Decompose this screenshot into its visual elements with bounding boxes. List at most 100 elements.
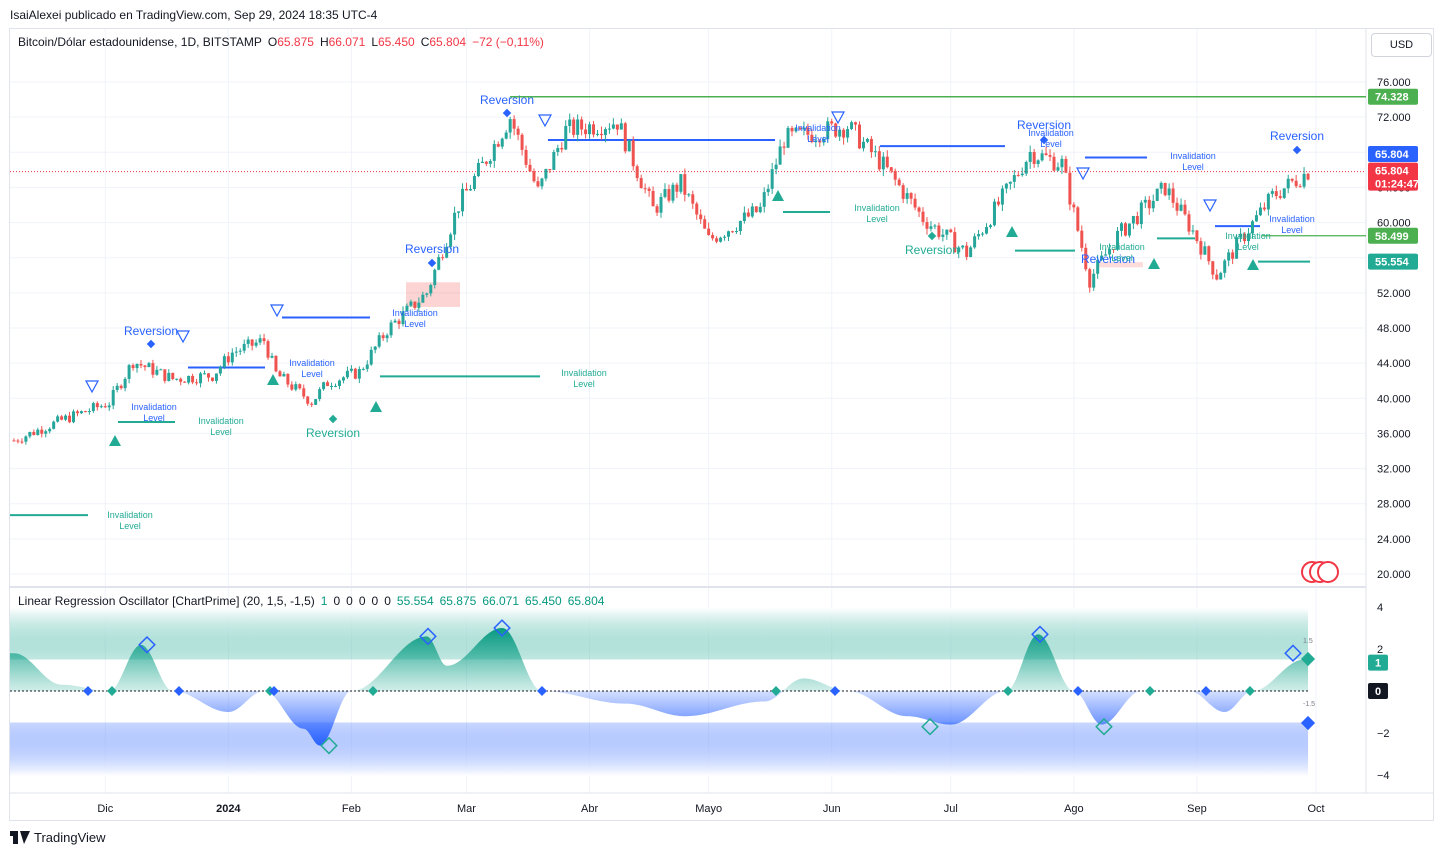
invalidation-label: Level	[404, 319, 426, 329]
osc-val-10: 65.804	[567, 594, 605, 608]
candle-body	[484, 161, 488, 164]
candle-body	[119, 385, 123, 389]
candle-body	[1108, 249, 1112, 255]
candle-body	[588, 124, 592, 135]
candle-body	[802, 127, 806, 130]
lower-band	[10, 722, 1308, 776]
candle-body	[79, 411, 83, 414]
candle-body	[1199, 241, 1203, 255]
candle-body	[1302, 173, 1306, 187]
events-flags-icon[interactable]	[1301, 561, 1339, 583]
candle-body	[131, 365, 135, 369]
invalidation-label: Invalidation	[392, 308, 438, 318]
candle-body	[195, 382, 199, 384]
candle-body	[36, 429, 40, 435]
price-tick-label: 28.000	[1377, 499, 1411, 511]
candle-body	[314, 399, 318, 405]
price-tick-label: 20.000	[1377, 569, 1411, 581]
candle-body	[1258, 207, 1262, 216]
buy-signal-icon	[772, 190, 784, 201]
invalidation-label: Invalidation	[1170, 151, 1216, 161]
candle-body	[64, 415, 68, 420]
candle-body	[1123, 223, 1127, 236]
candle-body	[949, 229, 953, 233]
candle-body	[671, 184, 675, 201]
candle-body	[199, 373, 203, 384]
price-badge	[1368, 253, 1418, 270]
candle-body	[95, 403, 99, 408]
candle-body	[909, 193, 913, 199]
candle-body	[389, 322, 393, 336]
extreme-marker-icon	[1284, 644, 1302, 663]
candle-body	[1151, 200, 1155, 209]
candle-body	[345, 370, 349, 378]
extreme-marker-icon	[1031, 625, 1049, 644]
tradingview-brand[interactable]: TradingView	[10, 830, 106, 845]
candle-body	[846, 129, 850, 138]
reversion-label: Reversion	[480, 93, 534, 107]
candle-body	[1127, 223, 1131, 236]
candle-body	[437, 257, 441, 270]
candle-body	[266, 341, 270, 358]
candle-body	[544, 169, 548, 179]
candle-body	[504, 132, 508, 139]
invalidation-label: Invalidation	[1099, 242, 1145, 252]
candle-body	[1056, 167, 1060, 171]
candle-body	[719, 237, 723, 242]
price-badge-label: 55.554	[1375, 257, 1410, 269]
oscillator-title: Linear Regression Oscillator [ChartPrime…	[18, 594, 315, 608]
time-tick-label: Mayo	[695, 803, 722, 815]
candle-body	[274, 355, 278, 372]
candle-body	[893, 170, 897, 180]
invalidation-label: Invalidation	[1269, 214, 1315, 224]
candle-body	[774, 164, 778, 170]
candle-body	[822, 139, 826, 143]
reversion-label: Reversion	[1270, 129, 1324, 143]
buy-signal-icon	[1148, 258, 1160, 269]
candle-body	[715, 238, 719, 242]
zero-cross-marker-icon	[368, 686, 378, 696]
oscillator-legend[interactable]: Linear Regression Oscillator [ChartPrime…	[18, 594, 604, 608]
price-tick-label: 24.000	[1377, 534, 1411, 546]
candle-body	[552, 152, 556, 170]
candle-body	[1167, 188, 1171, 196]
candle-body	[933, 225, 937, 227]
candle-body	[488, 160, 492, 164]
candle-body	[615, 124, 619, 130]
candle-body	[103, 406, 107, 408]
time-tick-label: Feb	[342, 803, 361, 815]
symbol-legend[interactable]: Bitcoin/Dólar estadounidense, 1D, BITSTA…	[18, 35, 544, 49]
buy-signal-icon	[109, 435, 121, 446]
osc-tick-label: 4	[1377, 602, 1383, 614]
candle-body	[746, 212, 750, 217]
candle-body	[778, 146, 782, 165]
zero-cross-marker-icon	[174, 686, 184, 696]
candle-body	[540, 178, 544, 187]
candle-body	[1000, 188, 1004, 205]
candle-body	[1068, 172, 1072, 205]
osc-val-8: 66.071	[482, 594, 520, 608]
zero-cross-marker-icon	[771, 686, 781, 696]
invalidation-label: Invalidation	[1225, 231, 1271, 241]
level-lines	[10, 95, 1366, 517]
candle-body	[945, 229, 949, 235]
candle-body	[75, 411, 79, 414]
osc-tick-label: −2	[1377, 728, 1390, 740]
candle-body	[421, 294, 425, 303]
oscillator-bands	[10, 608, 1308, 776]
currency-button[interactable]: USD	[1371, 33, 1432, 57]
candle-body	[377, 335, 381, 347]
osc-val-3: 0	[358, 594, 366, 608]
candle-body	[139, 363, 143, 366]
band-value-label: -1.5	[1303, 701, 1315, 708]
candle-body	[433, 269, 437, 286]
zero-cross-marker-icon	[83, 686, 93, 696]
invalidation-label: Level	[1182, 162, 1204, 172]
candle-body	[1139, 202, 1143, 225]
candle-body	[623, 123, 627, 152]
chart-frame	[9, 28, 1434, 821]
candle-body	[72, 411, 76, 423]
candle-body	[675, 184, 679, 192]
invalidation-label: Level	[807, 134, 829, 144]
